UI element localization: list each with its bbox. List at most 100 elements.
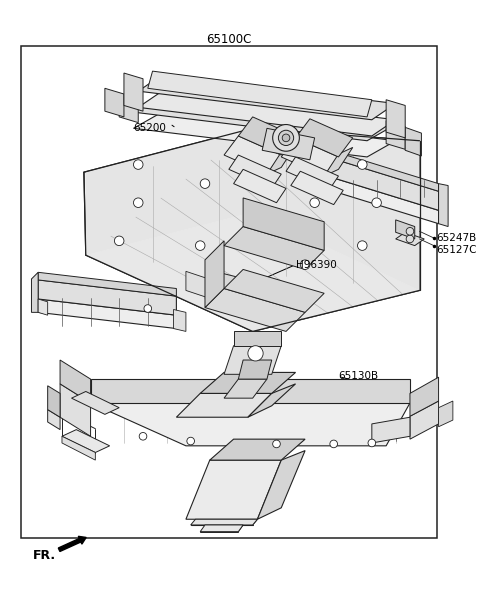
Polygon shape — [191, 519, 257, 525]
Circle shape — [278, 130, 294, 145]
Polygon shape — [252, 283, 281, 312]
Polygon shape — [224, 346, 281, 374]
Polygon shape — [38, 272, 176, 296]
Polygon shape — [91, 403, 410, 446]
Polygon shape — [176, 393, 272, 417]
Text: H96390: H96390 — [296, 260, 336, 270]
Circle shape — [133, 198, 143, 208]
Polygon shape — [205, 288, 305, 331]
Circle shape — [200, 179, 210, 188]
Circle shape — [330, 440, 337, 448]
Circle shape — [282, 134, 290, 142]
Polygon shape — [38, 299, 48, 315]
Polygon shape — [48, 410, 60, 429]
Polygon shape — [186, 460, 281, 519]
Bar — [21, 46, 437, 538]
Polygon shape — [215, 271, 252, 300]
Polygon shape — [324, 147, 353, 176]
Polygon shape — [262, 129, 314, 160]
Polygon shape — [224, 227, 324, 270]
Circle shape — [273, 440, 280, 448]
Polygon shape — [119, 94, 138, 123]
Text: 65100C: 65100C — [206, 33, 252, 46]
Polygon shape — [386, 121, 405, 150]
Polygon shape — [32, 272, 38, 312]
Polygon shape — [405, 127, 421, 156]
Polygon shape — [372, 417, 410, 443]
Polygon shape — [239, 360, 272, 379]
Circle shape — [273, 124, 300, 151]
Circle shape — [144, 305, 152, 312]
Text: 65130B: 65130B — [338, 371, 379, 382]
Polygon shape — [133, 112, 396, 157]
Polygon shape — [257, 451, 305, 519]
Circle shape — [406, 227, 414, 235]
Polygon shape — [281, 138, 338, 176]
Circle shape — [139, 432, 147, 440]
Polygon shape — [224, 270, 324, 312]
Circle shape — [310, 198, 319, 208]
Polygon shape — [324, 148, 439, 191]
Circle shape — [248, 346, 263, 361]
Circle shape — [187, 437, 194, 445]
Polygon shape — [410, 377, 439, 416]
Polygon shape — [138, 75, 396, 120]
Circle shape — [114, 236, 124, 246]
Polygon shape — [234, 331, 281, 346]
Polygon shape — [60, 384, 91, 437]
Circle shape — [406, 235, 414, 243]
Polygon shape — [324, 156, 439, 210]
Polygon shape — [148, 71, 372, 117]
Circle shape — [368, 439, 376, 447]
Polygon shape — [234, 169, 286, 203]
Polygon shape — [396, 232, 424, 246]
Polygon shape — [60, 360, 91, 403]
Text: FR.: FR. — [34, 549, 57, 562]
Polygon shape — [86, 212, 420, 331]
Polygon shape — [243, 198, 324, 251]
Polygon shape — [38, 280, 176, 315]
Polygon shape — [124, 73, 143, 111]
Polygon shape — [224, 379, 267, 398]
Text: 65247B: 65247B — [437, 233, 477, 243]
Polygon shape — [267, 145, 296, 174]
Polygon shape — [205, 291, 252, 307]
Polygon shape — [410, 401, 439, 439]
Polygon shape — [138, 91, 396, 136]
Polygon shape — [296, 119, 353, 157]
Circle shape — [372, 198, 382, 208]
Polygon shape — [248, 384, 296, 417]
Polygon shape — [62, 437, 96, 460]
Circle shape — [195, 241, 205, 251]
FancyArrow shape — [59, 536, 86, 551]
Polygon shape — [200, 373, 296, 393]
Polygon shape — [38, 299, 176, 328]
Polygon shape — [224, 136, 281, 174]
Text: 65127C: 65127C — [437, 245, 477, 255]
Polygon shape — [291, 171, 343, 205]
Polygon shape — [324, 175, 439, 224]
Text: 65200: 65200 — [133, 123, 167, 133]
Circle shape — [358, 160, 367, 169]
Polygon shape — [133, 96, 396, 141]
Polygon shape — [105, 89, 124, 117]
Polygon shape — [286, 157, 338, 190]
Polygon shape — [186, 271, 215, 300]
Polygon shape — [86, 129, 420, 291]
Polygon shape — [205, 241, 224, 307]
Polygon shape — [439, 401, 453, 427]
Polygon shape — [386, 100, 405, 138]
Polygon shape — [72, 392, 119, 414]
Polygon shape — [396, 220, 415, 239]
Polygon shape — [239, 117, 296, 155]
Polygon shape — [62, 429, 109, 453]
Polygon shape — [439, 184, 448, 227]
Polygon shape — [229, 155, 281, 188]
Circle shape — [133, 160, 143, 169]
Polygon shape — [48, 386, 60, 417]
Polygon shape — [174, 310, 186, 331]
Polygon shape — [210, 439, 305, 460]
Circle shape — [300, 260, 310, 270]
Polygon shape — [84, 129, 420, 331]
Polygon shape — [91, 379, 410, 403]
